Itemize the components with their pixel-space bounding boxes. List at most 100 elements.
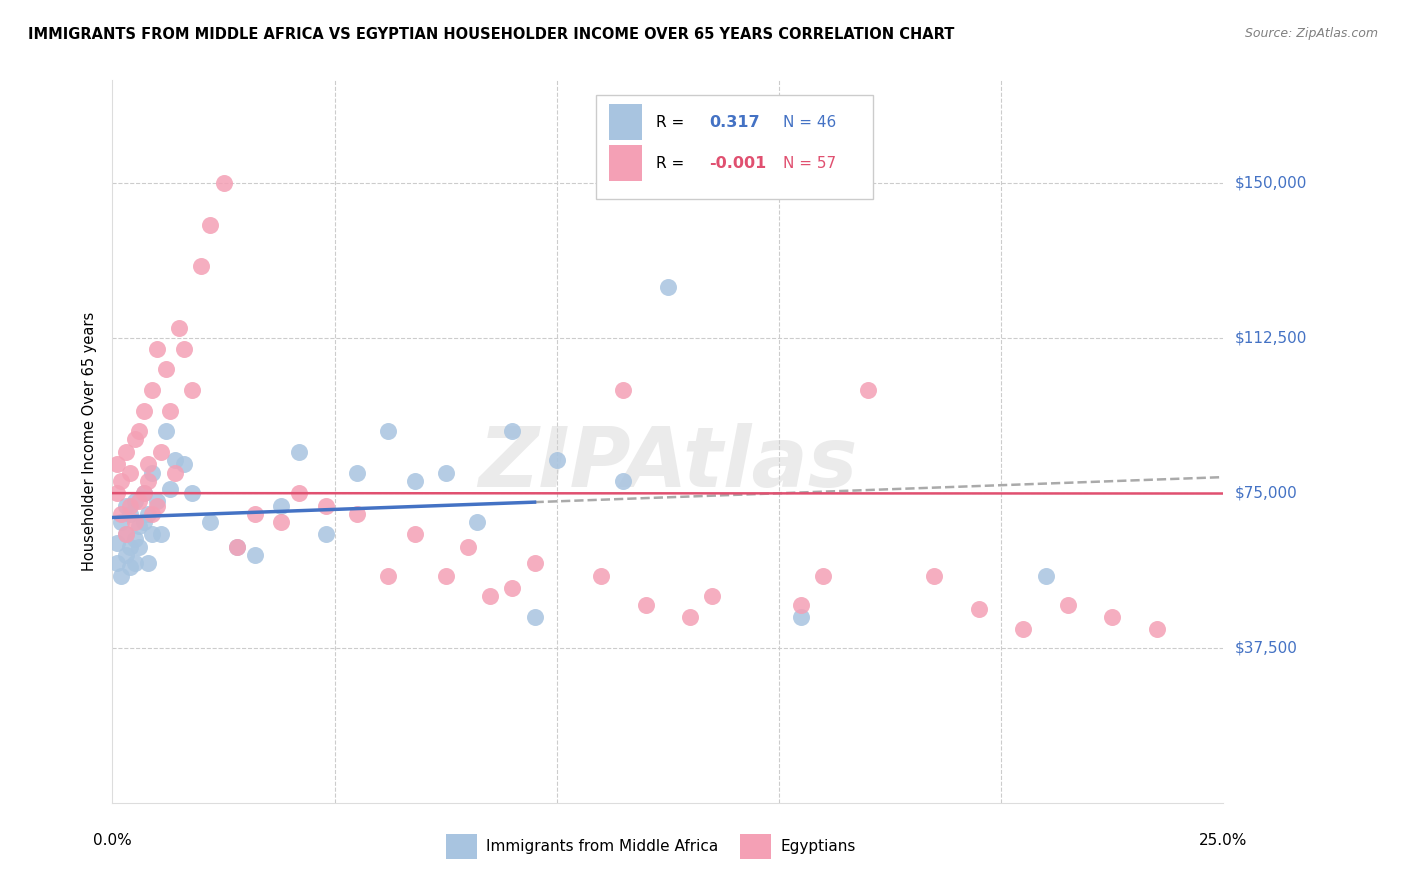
Point	[124, 557, 146, 571]
Point	[634, 598, 657, 612]
Point	[200, 218, 222, 232]
Text: Immigrants from Middle Africa: Immigrants from Middle Africa	[485, 838, 718, 854]
Text: Source: ZipAtlas.com: Source: ZipAtlas.com	[1244, 27, 1378, 40]
Point	[346, 507, 368, 521]
Point	[120, 507, 142, 521]
Point	[114, 445, 136, 459]
Point	[288, 445, 311, 459]
Bar	[446, 834, 477, 859]
Point	[1035, 568, 1057, 582]
Point	[377, 424, 399, 438]
Point	[612, 383, 634, 397]
Point	[679, 610, 702, 624]
Point	[128, 540, 150, 554]
Point	[790, 598, 813, 612]
Point	[346, 466, 368, 480]
Point	[523, 610, 546, 624]
Point	[404, 474, 426, 488]
Text: IMMIGRANTS FROM MIDDLE AFRICA VS EGYPTIAN HOUSEHOLDER INCOME OVER 65 YEARS CORRE: IMMIGRANTS FROM MIDDLE AFRICA VS EGYPTIA…	[28, 27, 955, 42]
Point	[856, 383, 879, 397]
Text: 0.0%: 0.0%	[93, 833, 132, 848]
Point	[105, 457, 128, 471]
Point	[110, 507, 132, 521]
Point	[120, 540, 142, 554]
Point	[124, 532, 146, 546]
Point	[212, 177, 235, 191]
Point	[924, 568, 946, 582]
Text: R =: R =	[655, 115, 689, 129]
Point	[1146, 623, 1168, 637]
FancyBboxPatch shape	[596, 95, 873, 200]
Point	[457, 540, 479, 554]
Point	[479, 590, 502, 604]
Point	[1056, 598, 1078, 612]
Text: R =: R =	[655, 156, 689, 171]
Point	[128, 519, 150, 533]
Point	[501, 424, 523, 438]
Point	[105, 557, 128, 571]
Point	[132, 515, 155, 529]
Bar	[609, 104, 643, 140]
Text: $112,500: $112,500	[1234, 331, 1306, 346]
Point	[159, 482, 181, 496]
Point	[110, 474, 132, 488]
Point	[124, 515, 146, 529]
Point	[110, 515, 132, 529]
Point	[114, 527, 136, 541]
Text: $75,000: $75,000	[1234, 485, 1298, 500]
Point	[141, 507, 163, 521]
Point	[288, 486, 311, 500]
Point	[146, 494, 169, 508]
Point	[150, 445, 173, 459]
Point	[523, 557, 546, 571]
Point	[501, 581, 523, 595]
Point	[155, 362, 177, 376]
Point	[141, 527, 163, 541]
Point	[465, 515, 488, 529]
Point	[967, 601, 990, 615]
Point	[225, 540, 247, 554]
Point	[128, 494, 150, 508]
Point	[315, 527, 337, 541]
Point	[1101, 610, 1123, 624]
Text: ZIPAtlas: ZIPAtlas	[478, 423, 858, 504]
Text: N = 57: N = 57	[783, 156, 837, 171]
Point	[163, 453, 186, 467]
Point	[181, 383, 204, 397]
Point	[114, 527, 136, 541]
Point	[110, 568, 132, 582]
Point	[114, 499, 136, 513]
Point	[591, 568, 613, 582]
Point	[114, 548, 136, 562]
Text: $37,500: $37,500	[1234, 640, 1298, 656]
Point	[120, 466, 142, 480]
Point	[128, 424, 150, 438]
Text: 0.317: 0.317	[709, 115, 759, 129]
Point	[173, 342, 195, 356]
Point	[225, 540, 247, 554]
Point	[1012, 623, 1035, 637]
Point	[146, 342, 169, 356]
Point	[315, 499, 337, 513]
Point	[150, 527, 173, 541]
Point	[657, 279, 679, 293]
Point	[270, 499, 292, 513]
Point	[190, 259, 212, 273]
Point	[813, 568, 835, 582]
Point	[141, 466, 163, 480]
Point	[270, 515, 292, 529]
Point	[124, 494, 146, 508]
Point	[163, 466, 186, 480]
Point	[790, 610, 813, 624]
Point	[132, 486, 155, 500]
Point	[181, 486, 204, 500]
Point	[404, 527, 426, 541]
Point	[173, 457, 195, 471]
Point	[155, 424, 177, 438]
Point	[702, 590, 724, 604]
Text: Egyptians: Egyptians	[780, 838, 855, 854]
Point	[105, 535, 128, 549]
Point	[120, 499, 142, 513]
Point	[141, 383, 163, 397]
Bar	[609, 145, 643, 181]
